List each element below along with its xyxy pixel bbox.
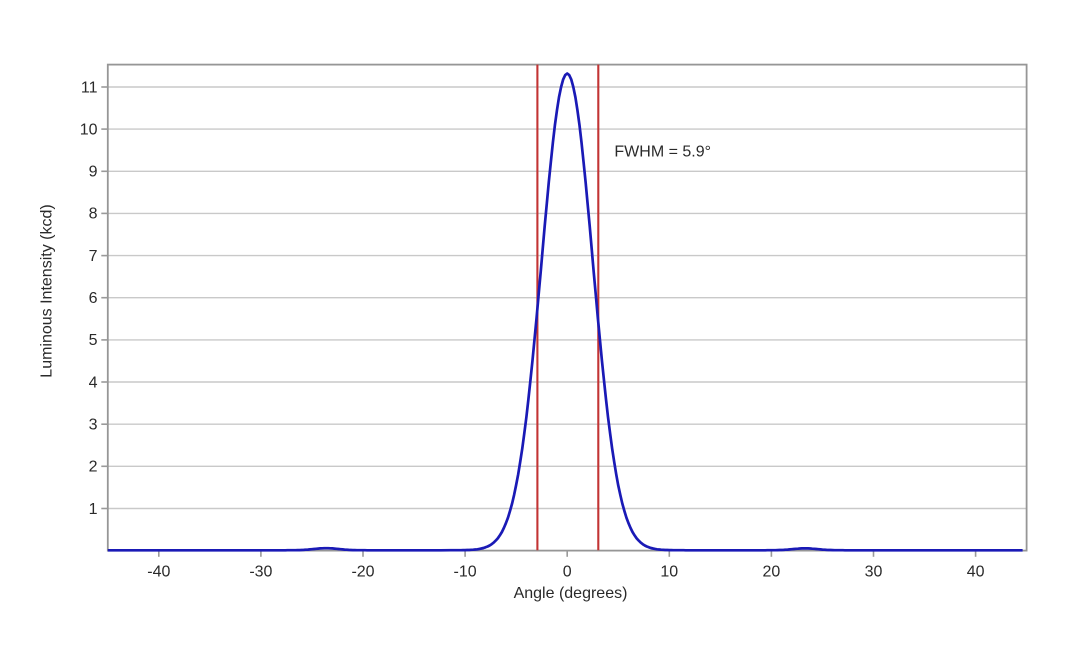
svg-text:1: 1 (89, 501, 98, 518)
svg-text:2: 2 (89, 459, 98, 476)
svg-text:8: 8 (89, 206, 98, 223)
svg-text:3: 3 (89, 417, 98, 434)
svg-text:-10: -10 (454, 563, 477, 580)
svg-text:Luminous Intensity (kcd): Luminous Intensity (kcd) (39, 204, 56, 377)
svg-text:-20: -20 (351, 563, 374, 580)
svg-text:10: 10 (660, 563, 678, 580)
svg-text:-30: -30 (249, 563, 272, 580)
svg-text:11: 11 (81, 79, 98, 96)
svg-text:7: 7 (89, 248, 98, 265)
svg-text:Angle (degrees): Angle (degrees) (514, 585, 628, 602)
svg-text:-40: -40 (147, 563, 170, 580)
svg-text:30: 30 (865, 563, 883, 580)
svg-text:10: 10 (80, 121, 98, 138)
svg-text:5: 5 (89, 332, 98, 349)
svg-text:40: 40 (967, 563, 985, 580)
svg-text:0: 0 (563, 563, 572, 580)
svg-text:6: 6 (89, 290, 98, 307)
svg-text:20: 20 (763, 563, 781, 580)
svg-text:FWHM = 5.9°: FWHM = 5.9° (614, 144, 711, 161)
svg-text:9: 9 (89, 164, 98, 181)
svg-text:4: 4 (89, 374, 98, 391)
